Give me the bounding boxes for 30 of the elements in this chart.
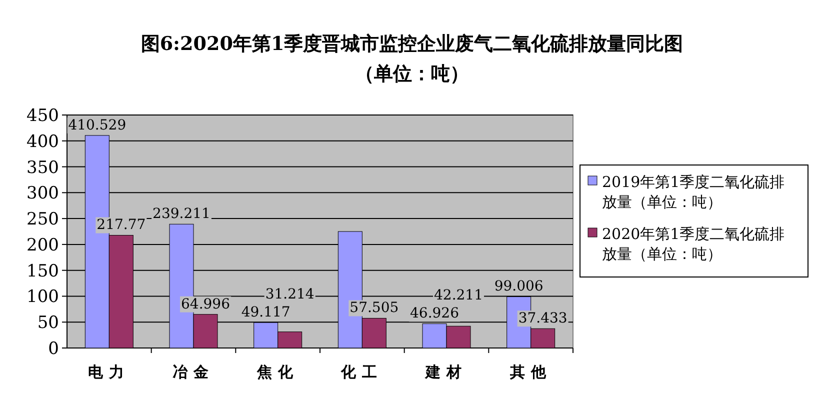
title: 图6:2020年第1季度晋城市监控企业废气二氧化硫排放量同比图（单位：吨） [140,33,684,85]
data-label: 239.211 [152,206,210,222]
x-tick-label: 焦化 [256,363,299,381]
data-label: 37.433 [518,310,568,327]
data-label: 217.77 [96,217,146,234]
x-tick-label: 电力 [88,363,130,381]
data-label: 49.117 [241,304,290,321]
data-label: 99.006 [494,278,544,295]
legend-label: 2019年第1季度二氧化硫排放量（单位：吨） [602,173,785,211]
y-tick-label: 300 [26,184,59,204]
y-tick-label: 400 [26,132,59,152]
y-tick-label: 200 [26,235,59,256]
y-tick-label: 50 [37,313,59,334]
y-tick-label: 100 [26,287,59,308]
x-tick-label: 其他 [508,363,552,381]
y-tick-label: 0 [48,339,59,359]
y-tick-label: 450 [26,106,59,126]
y-tick-label: 250 [26,210,59,230]
x-tick-label: 冶金 [172,363,214,381]
data-label: 42.211 [434,288,483,304]
data-label: 410.529 [68,117,126,134]
data-label: 64.996 [181,296,230,312]
y-tick-label: 350 [26,158,59,178]
x-tick-label: 化工 [340,363,384,381]
y-tick-label: 150 [26,261,59,282]
data-label: 57.505 [350,300,399,316]
x-tick-label: 建材 [424,363,468,381]
data-label: 46.926 [410,306,460,322]
data-label: 31.214 [265,286,314,303]
legend-label: 2020年第1季度二氧化硫排放量（单位：吨） [602,225,785,263]
